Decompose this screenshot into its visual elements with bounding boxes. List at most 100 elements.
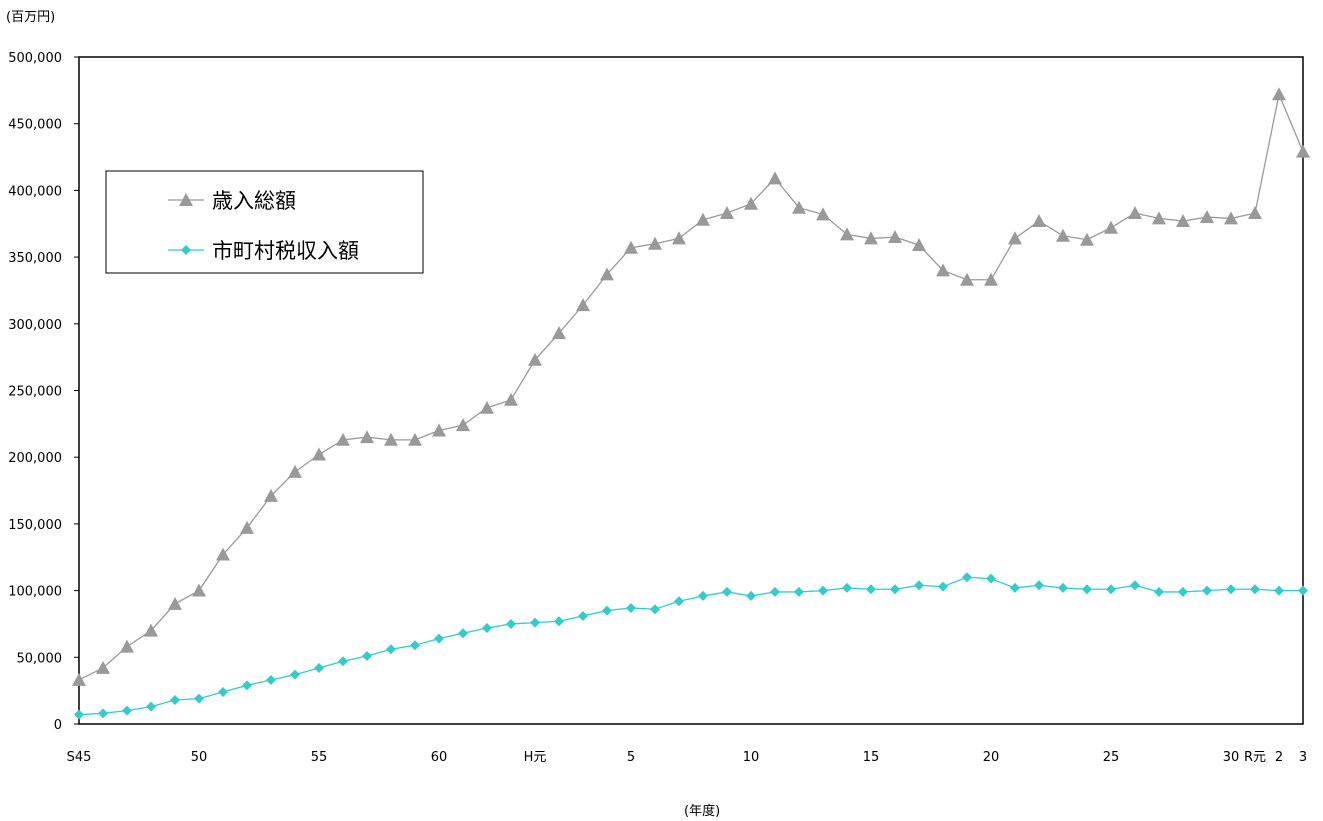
data-point (840, 227, 854, 241)
data-point (432, 423, 446, 437)
data-point (362, 650, 372, 661)
data-point (842, 582, 852, 593)
data-point (336, 432, 350, 446)
data-point (938, 581, 948, 592)
y-tick-label: 350,000 (8, 251, 62, 266)
data-point (816, 207, 830, 221)
data-point (600, 267, 614, 281)
data-point (1202, 585, 1212, 596)
data-point (530, 617, 540, 628)
data-point (1200, 210, 1214, 224)
data-point (818, 585, 828, 596)
data-point (792, 200, 806, 214)
data-point (960, 272, 974, 286)
x-tick-label: 15 (863, 750, 880, 765)
data-point (984, 272, 998, 286)
x-tick-label: 30 (1223, 750, 1240, 765)
y-tick-label: 450,000 (8, 118, 62, 133)
plot-frame (78, 56, 1304, 725)
data-point (1250, 584, 1260, 595)
legend-entry: 歳入総額 (212, 189, 296, 213)
x-tick-label: 55 (311, 750, 328, 765)
data-point (648, 236, 662, 250)
data-point (408, 432, 422, 446)
plot-area (72, 87, 1310, 720)
y-tick-label: 400,000 (8, 184, 62, 199)
y-tick-label: 250,000 (8, 385, 62, 400)
y-tick-label: 300,000 (8, 318, 62, 333)
data-point (216, 547, 230, 561)
x-tick-label: 60 (431, 750, 448, 765)
y-tick-label: 500,000 (8, 51, 62, 66)
x-axis-title: (年度) (684, 804, 721, 819)
data-point (1176, 214, 1190, 228)
legend-marker (179, 193, 193, 206)
data-point (746, 590, 756, 601)
data-point (1274, 585, 1284, 596)
data-point (890, 584, 900, 595)
data-point (312, 447, 326, 461)
legend-box (105, 170, 424, 274)
data-point (386, 644, 396, 655)
data-point (144, 623, 158, 637)
data-point (1178, 586, 1188, 597)
data-point (888, 230, 902, 244)
x-tick-label: S45 (67, 750, 92, 765)
data-point (1296, 144, 1310, 158)
data-point (504, 392, 518, 406)
data-point (314, 662, 324, 673)
data-point (384, 432, 398, 446)
data-point (1082, 584, 1092, 595)
data-point (1056, 228, 1070, 242)
data-point (1154, 586, 1164, 597)
data-point (1034, 580, 1044, 591)
data-point (168, 596, 182, 610)
data-point (1104, 220, 1118, 234)
data-point (170, 694, 180, 705)
data-point (1128, 206, 1142, 220)
x-tick-label: H元 (524, 750, 547, 765)
x-tick-label: 25 (1103, 750, 1120, 765)
data-point (122, 705, 132, 716)
data-point (1058, 582, 1068, 593)
x-tick-label: 2 (1275, 750, 1283, 765)
data-point (360, 430, 374, 444)
data-point (288, 464, 302, 478)
data-point (1130, 580, 1140, 591)
data-point (1032, 214, 1046, 228)
data-point (434, 633, 444, 644)
data-point (506, 618, 516, 629)
data-point (458, 628, 468, 639)
data-point (1152, 211, 1166, 225)
data-point (242, 680, 252, 691)
y-tick-label: 0 (54, 718, 62, 733)
data-point (674, 596, 684, 607)
series-2 (74, 572, 1308, 720)
data-point (96, 660, 110, 674)
data-point (986, 573, 996, 584)
data-point (528, 352, 542, 366)
data-point (602, 605, 612, 616)
data-point (338, 656, 348, 667)
data-point (576, 298, 590, 312)
data-point (1272, 87, 1286, 101)
data-point (264, 488, 278, 502)
data-point (1008, 231, 1022, 245)
data-point (482, 622, 492, 633)
y-unit-label: (百万円) (6, 10, 56, 25)
series-line (78, 92, 1304, 681)
data-point (698, 590, 708, 601)
data-point (962, 572, 972, 583)
x-tick-label: 3 (1299, 750, 1307, 765)
data-point (266, 674, 276, 685)
data-point (146, 701, 156, 712)
data-point (914, 580, 924, 591)
y-tick-label: 200,000 (8, 451, 62, 466)
data-point (1080, 232, 1094, 246)
y-ticks: 0 50,000 100,000 150,000 200,000 250,000 300,0… (8, 51, 79, 733)
legend-entry: 市町村税収入額 (212, 239, 359, 263)
data-point (624, 240, 638, 254)
data-point (864, 231, 878, 245)
axes (78, 56, 1304, 725)
series-line (78, 576, 1303, 716)
